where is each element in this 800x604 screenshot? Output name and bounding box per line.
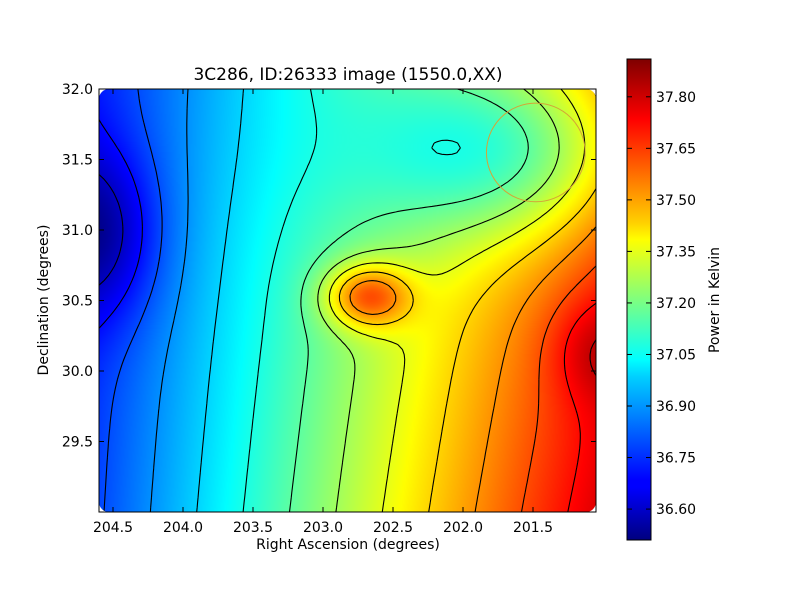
colorbar-ticks: 37.80 37.65 37.50 37.35 37.20 37.05 36.90 36.75… (627, 90, 696, 518)
colorbar-tick-label: 37.50 (656, 193, 696, 209)
colorbar-tick-label: 36.75 (656, 451, 696, 467)
colorbar-tick-label: 37.05 (656, 347, 696, 363)
y-tick-label: 29.5 (62, 435, 93, 451)
heatmap-area (99, 89, 596, 512)
x-tick-label: 202.5 (373, 520, 413, 536)
contour-line (99, 174, 124, 286)
y-tick-label: 31.5 (62, 153, 93, 169)
x-tick-label: 204.0 (163, 520, 203, 536)
y-tick-label: 30.5 (62, 294, 93, 310)
y-tick-label: 31.0 (62, 223, 93, 239)
beam-circle (485, 102, 586, 203)
heatmap-image (99, 89, 596, 512)
contour-line (349, 226, 596, 512)
contour-line (99, 119, 143, 329)
colorbar-label: Power in Kelvin (707, 247, 723, 353)
x-tick-label: 203.5 (233, 520, 273, 536)
x-tick-label: 201.5 (513, 520, 553, 536)
x-tick-label: 203.0 (303, 520, 343, 536)
contour-line (149, 89, 189, 512)
x-tick-label: 202.0 (443, 520, 483, 536)
contour-line (563, 302, 596, 512)
y-tick-label: 30.0 (62, 364, 93, 380)
contour-line (288, 89, 529, 512)
contour-line (196, 89, 245, 512)
x-tick-label: 204.5 (93, 520, 133, 536)
contour-line (317, 89, 560, 512)
colorbar-tick-label: 37.20 (656, 296, 696, 312)
x-axis-label: Right Ascension (degrees) (256, 537, 440, 553)
y-axis-ticks: 32.0 31.5 31.0 30.5 30.0 29.5 (62, 82, 596, 451)
y-axis-label: Declination (degrees) (36, 225, 52, 376)
chart-title: 3C286, ID:26333 image (1550.0,XX) (193, 65, 502, 85)
colorbar-tick-label: 37.80 (656, 90, 696, 106)
colorbar-tick-label: 36.60 (656, 502, 696, 518)
colorbar (626, 58, 652, 541)
colorbar-tick-label: 37.65 (656, 141, 696, 157)
contour-line (242, 89, 461, 512)
x-axis-ticks: 204.5 204.0 203.5 203.0 202.5 202.0 201.5 (93, 89, 553, 536)
contour-lines (99, 89, 596, 512)
contour-line (103, 89, 163, 512)
colorbar-tick-label: 37.35 (656, 244, 696, 260)
colorbar-tick-label: 36.90 (656, 399, 696, 415)
y-tick-label: 32.0 (62, 82, 93, 98)
